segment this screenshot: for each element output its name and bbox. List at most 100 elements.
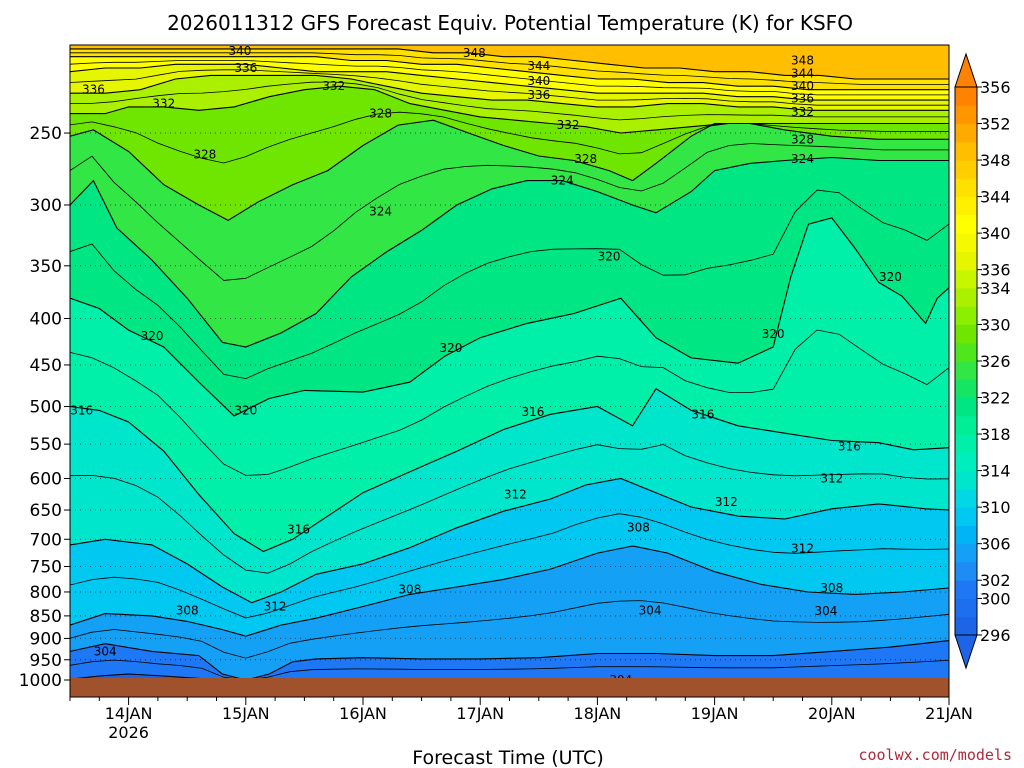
x-tick-label: 16JAN [339,704,387,723]
contour-332 [70,85,949,134]
colorbar-swatch [955,324,977,344]
chart-title: 2026011312 GFS Forecast Equiv. Potential… [167,11,853,35]
x-tick-label: 14JAN [105,704,153,723]
colorbar-swatch [955,488,977,508]
contour-label: 336 [234,61,257,75]
x-tick-sublabel: 2026 [108,723,149,742]
contour-label: 336 [791,91,814,105]
contour-label: 340 [228,44,251,58]
y-tick-label: 700 [30,530,62,550]
colorbar-label: 322 [980,389,1011,408]
contour-320 [70,217,949,417]
contour-label: 312 [504,488,527,502]
x-tick-label: 21JAN [925,704,973,723]
colorbar-swatch [955,452,977,472]
colorbar-swatch [955,87,977,106]
y-tick-label: 650 [30,501,62,521]
contour-338 [70,69,949,106]
colorbar-swatch [955,616,977,636]
colorbar-swatch [955,233,977,252]
contour-304 [70,640,949,681]
contour-336 [70,74,949,111]
colorbar-max-arrow [954,52,978,88]
colorbar-swatch [955,525,977,545]
contour-label: 308 [398,582,421,596]
contour-308 [70,545,949,637]
contour-label: 336 [82,83,105,97]
x-tick-label: 15JAN [222,704,270,723]
x-tick-label: 20JAN [808,704,856,723]
colorbar-swatch [955,543,977,563]
colorbar-label: 334 [980,279,1011,298]
contour-label: 332 [152,97,175,111]
colorbar-label: 336 [980,261,1011,280]
contour-label: 328 [791,132,814,146]
contour-label: 320 [879,270,902,284]
colorbar-swatch [955,251,977,271]
colorbar-swatch [955,105,977,125]
credit-link[interactable]: coolwx.com/models [858,746,1012,764]
contour-label: 320 [762,327,785,341]
contour-label: 316 [838,439,861,453]
colorbar-swatch [955,342,977,362]
colorbar-min-arrow [954,634,978,670]
colorbar-label: 314 [980,462,1011,481]
contour-label: 344 [791,67,814,81]
contour-344 [70,56,949,91]
y-tick-label: 500 [30,398,62,418]
contour-label: 320 [141,329,164,343]
colorbar-swatch [955,580,977,599]
colorbar-swatch [955,379,977,399]
colorbar-swatch [955,141,977,161]
contour-label: 328 [369,107,392,121]
contour-328 [70,119,949,222]
contour-label: 320 [234,403,257,417]
contour-label: 304 [639,603,662,617]
colorbar-label: 340 [980,224,1011,243]
y-tick-label: 450 [30,356,62,376]
contour-label: 324 [551,174,574,188]
y-tick-label: 750 [30,557,62,577]
colorbar-swatch [955,598,977,618]
contour-340 [70,63,949,101]
colorbar-swatch [955,123,977,143]
contour-348 [70,48,949,80]
colorbar-label: 330 [980,315,1011,334]
contour-fills [70,45,949,697]
colorbar-label: 352 [980,115,1011,134]
y-tick-label: 850 [30,607,62,627]
contour-label: 312 [264,599,287,613]
contour-346 [70,52,949,85]
contour-label: 348 [463,46,486,60]
colorbar-swatch [955,160,977,179]
contour-label: 332 [557,118,580,132]
contour-label: 316 [691,407,714,421]
colorbar-swatch [955,361,977,380]
y-tick-label: 600 [30,469,62,489]
colorbar-swatch [955,415,977,435]
contour-label: 336 [527,88,550,102]
contour-302 [70,659,949,681]
x-tick-label: 17JAN [456,704,504,723]
contour-316 [70,388,949,553]
contour-label: 344 [527,59,550,73]
contour-312 [70,477,949,604]
colorbar-label: 356 [980,78,1011,97]
colorbar-swatch [955,287,977,307]
contour-label: 316 [521,405,544,419]
contour-label: 340 [527,74,550,88]
contour-label: 316 [70,403,93,417]
contour-label: 304 [814,604,837,618]
contour-label: 312 [820,471,843,485]
colorbar-label: 318 [980,425,1011,444]
contour-322 [70,189,949,380]
ground-bar [70,678,949,697]
x-tick-label: 18JAN [574,704,622,723]
contour-label: 348 [791,53,814,67]
contour-label: 312 [715,495,738,509]
contour-310 [70,513,949,619]
colorbar-swatch [955,306,977,325]
contour-label: 332 [791,105,814,119]
colorbar-swatch [955,397,977,417]
